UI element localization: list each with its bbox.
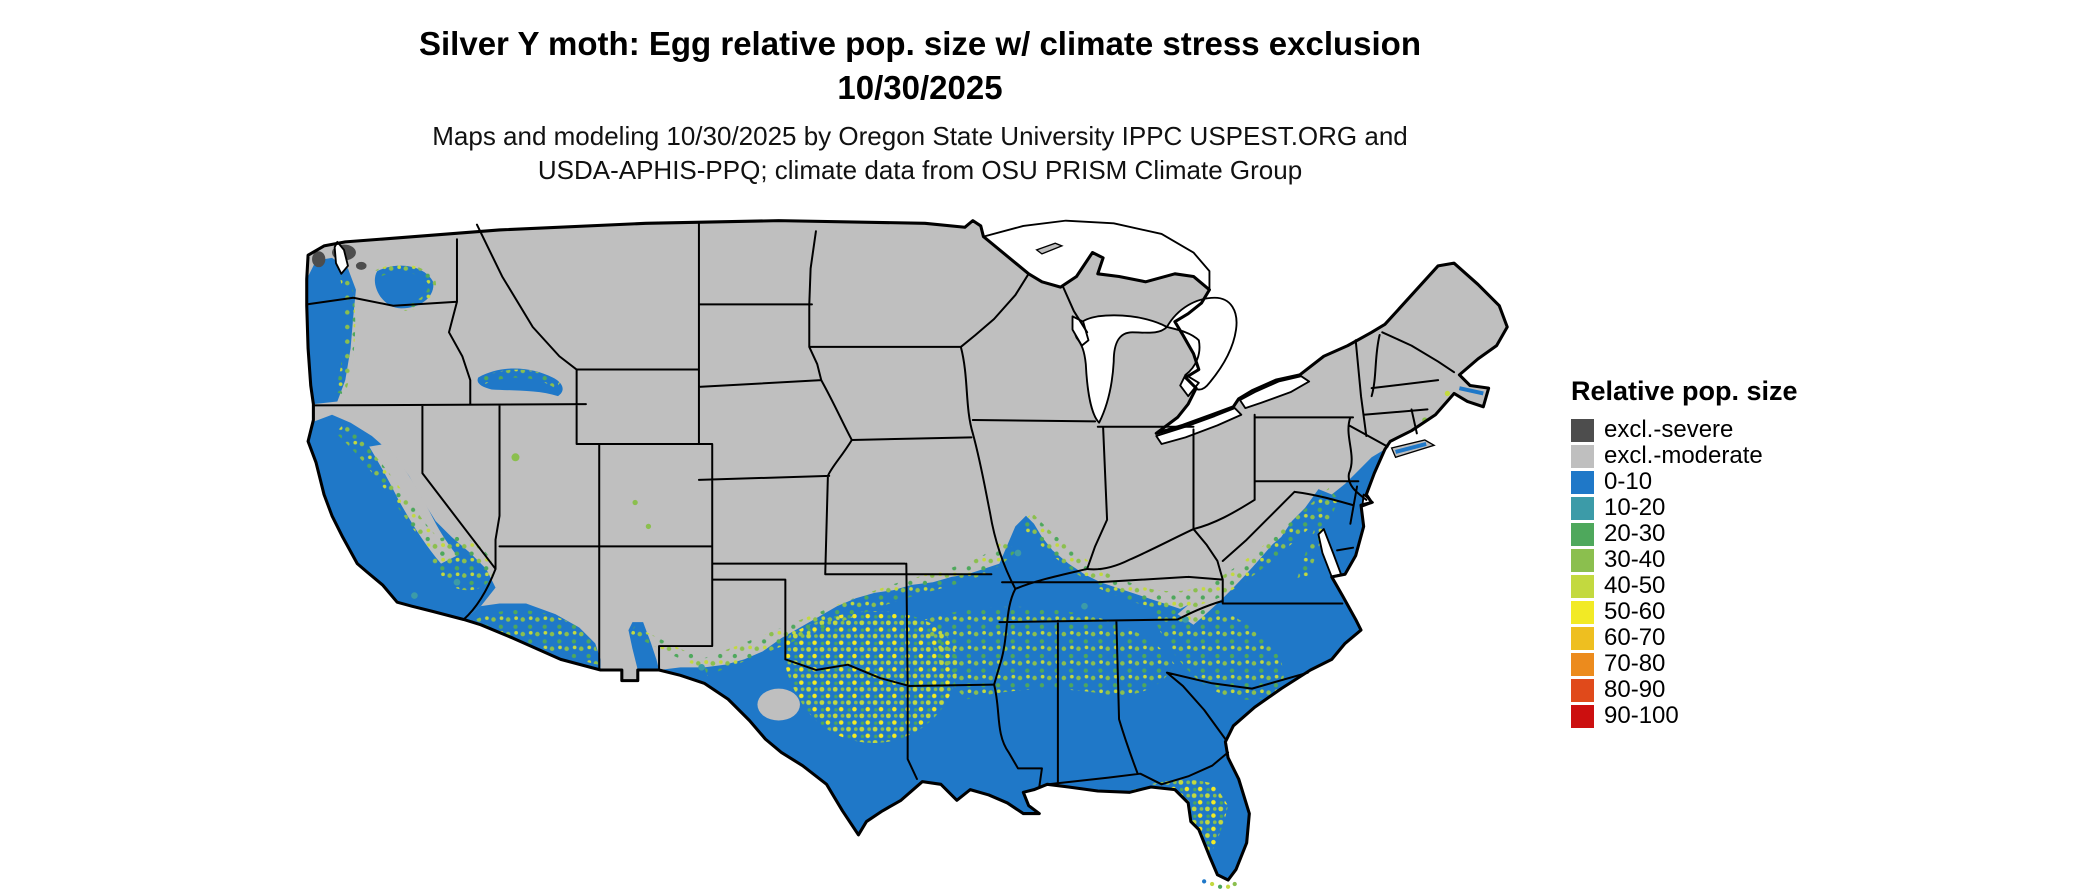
- saginaw-bay: [1179, 373, 1200, 398]
- us-map: [300, 210, 1510, 896]
- blue-region-columbia-basin: [374, 265, 434, 309]
- lake-erie: [1155, 407, 1243, 445]
- legend-swatch: [1571, 522, 1594, 546]
- green-bay: [1071, 315, 1090, 347]
- subtitle-line-2: USDA-APHIS-PPQ; climate data from OSU PR…: [537, 154, 1303, 185]
- legend-row-excl-sever e: excl.-severe: [1571, 416, 1798, 443]
- legend-swatch: [1571, 600, 1594, 624]
- great-lakes: [333, 219, 1374, 578]
- legend-row-label: 40-50: [1604, 572, 1666, 599]
- legend-swatch: [1571, 418, 1594, 442]
- us-outline: [305, 219, 1509, 882]
- islands: [1035, 242, 1484, 889]
- legend-row-70-80: 70-80: [1571, 650, 1798, 677]
- legend-row-0-10: 0-10: [1571, 468, 1798, 495]
- legend-row-label: excl.-severe: [1604, 416, 1734, 443]
- title-line-1: Silver Y moth: Egg relative pop. size w/…: [419, 25, 1421, 62]
- population-overlay-layer: [306, 244, 1451, 881]
- legend-row-label: 30-40: [1604, 546, 1666, 573]
- speckle-southeast: [1150, 603, 1284, 700]
- legend-row-40-50: 40-50: [1571, 572, 1798, 599]
- legend-row-80-90: 80-90: [1571, 676, 1798, 703]
- lake-michigan: [1074, 314, 1168, 424]
- legend: Relative pop. size excl.-severe excl.-mo…: [1571, 376, 1798, 729]
- legend-swatch: [1571, 444, 1594, 468]
- legend-swatch: [1571, 678, 1594, 702]
- subtitle-line-1: Maps and modeling 10/30/2025 by Oregon S…: [432, 121, 1408, 151]
- legend-row-excl-moderate: excl.-moderate: [1571, 442, 1798, 469]
- legend-swatch: [1571, 470, 1594, 494]
- legend-row-label: 70-80: [1604, 650, 1666, 677]
- legend-row-60-70: 60-70: [1571, 624, 1798, 651]
- speckle-cascades: [334, 275, 356, 395]
- legend-row-20-30: 20-30: [1571, 520, 1798, 547]
- legend-swatch: [1571, 704, 1594, 728]
- gray-patch-west-texas: [757, 688, 800, 721]
- legend-row-30-40: 30-40: [1571, 546, 1798, 573]
- cape-cod-blue: [1458, 386, 1484, 396]
- long-island-blue: [1395, 442, 1427, 454]
- legend-row-90-100: 90-100: [1571, 702, 1798, 729]
- speckle-snake-ring: [482, 369, 561, 389]
- map-title: Silver Y moth: Egg relative pop. size w/…: [320, 22, 1520, 109]
- legend-swatch: [1571, 652, 1594, 676]
- lake-huron: [1165, 296, 1238, 391]
- legend-row-label: 0-10: [1604, 468, 1653, 495]
- puget-sound: [333, 240, 349, 275]
- speckle-mojave: [430, 536, 493, 591]
- speckle-arizona: [475, 610, 599, 665]
- title-line-2: 10/30/2025: [837, 68, 1003, 106]
- legend-swatch: [1571, 574, 1594, 598]
- isle-royale: [1035, 242, 1064, 255]
- speckle-boundary-east: [1019, 487, 1341, 609]
- legend-row-50-60: 50-60: [1571, 598, 1798, 625]
- speckle-new-mexico: [630, 625, 717, 672]
- legend-swatch: [1571, 496, 1594, 520]
- speckle-boundary-west: [701, 539, 1017, 676]
- us-map-svg: [305, 219, 1509, 889]
- legend-row-label: 20-30: [1604, 520, 1666, 547]
- speckle-dots: [411, 390, 1451, 671]
- legend-row-10-20: 10-20: [1571, 494, 1798, 521]
- lake-ontario: [1239, 375, 1311, 410]
- sierra-gray-wedge: [369, 443, 457, 564]
- speckle-central-texas: [784, 611, 958, 743]
- legend-swatch: [1571, 626, 1594, 650]
- florida-keys: [1202, 879, 1237, 889]
- legend-row-label: 60-70: [1604, 624, 1666, 651]
- map-subtitle: Maps and modeling 10/30/2025 by Oregon S…: [320, 120, 1520, 188]
- legend-row-label: 10-20: [1604, 494, 1666, 521]
- legend-row-label: 50-60: [1604, 598, 1666, 625]
- speckle-gulf-inland: [924, 606, 1175, 700]
- legend-swatch: [1571, 548, 1594, 572]
- legend-row-label: excl.-moderate: [1604, 442, 1763, 469]
- legend-row-label: 90-100: [1604, 702, 1679, 729]
- state-borders: [305, 220, 1456, 788]
- legend-row-label: 80-90: [1604, 676, 1666, 703]
- speckle-east-coast: [1297, 494, 1340, 582]
- legend-title: Relative pop. size: [1571, 376, 1798, 406]
